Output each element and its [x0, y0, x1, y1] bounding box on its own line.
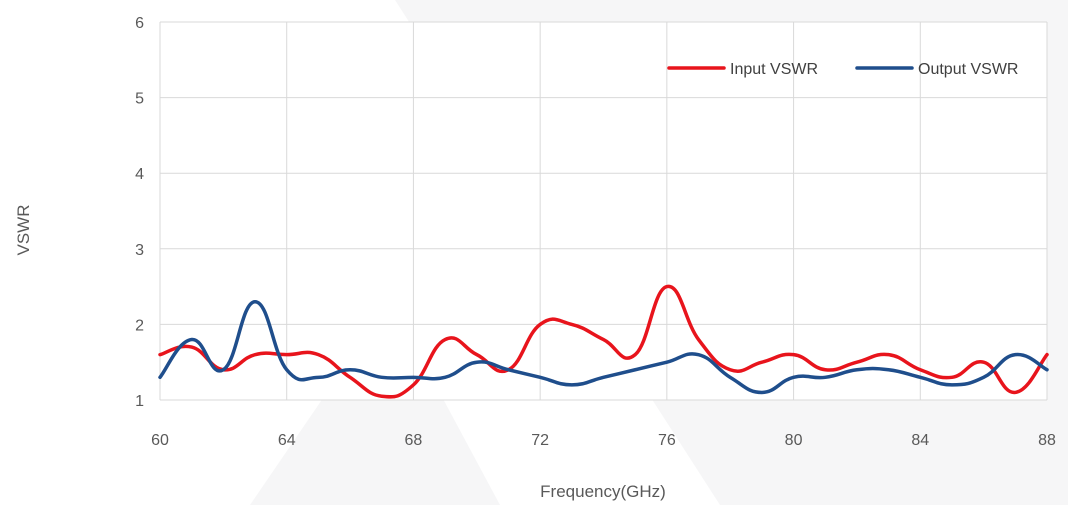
x-tick-label: 60	[151, 432, 169, 449]
legend-label-output-vswr: Output VSWR	[918, 61, 1018, 78]
x-tick-label: 68	[405, 432, 423, 449]
x-tick-label: 88	[1038, 432, 1056, 449]
y-tick-label: 2	[135, 317, 144, 334]
input-vswr-line	[158, 284, 1049, 399]
x-tick-label: 72	[531, 432, 549, 449]
y-axis-title: VSWR	[14, 205, 33, 256]
y-tick-label: 1	[135, 393, 144, 410]
output-vswr-line	[158, 299, 1049, 395]
x-tick-label: 80	[785, 432, 803, 449]
y-tick-label: 4	[135, 166, 144, 183]
legend: Input VSWR Output VSWR	[667, 61, 1018, 78]
series-layer	[158, 284, 1049, 399]
y-tick-label: 5	[135, 91, 144, 108]
plot-area	[160, 22, 1047, 400]
x-axis-title: Frequency(GHz)	[540, 482, 666, 501]
legend-label-input-vswr: Input VSWR	[730, 61, 818, 78]
x-tick-label: 84	[911, 432, 929, 449]
background-shape-left	[250, 300, 500, 505]
y-tick-label: 6	[135, 15, 144, 32]
x-tick-label: 64	[278, 432, 296, 449]
grid	[159, 21, 1048, 401]
y-tick-label: 3	[135, 242, 144, 259]
x-tick-label: 76	[658, 432, 676, 449]
